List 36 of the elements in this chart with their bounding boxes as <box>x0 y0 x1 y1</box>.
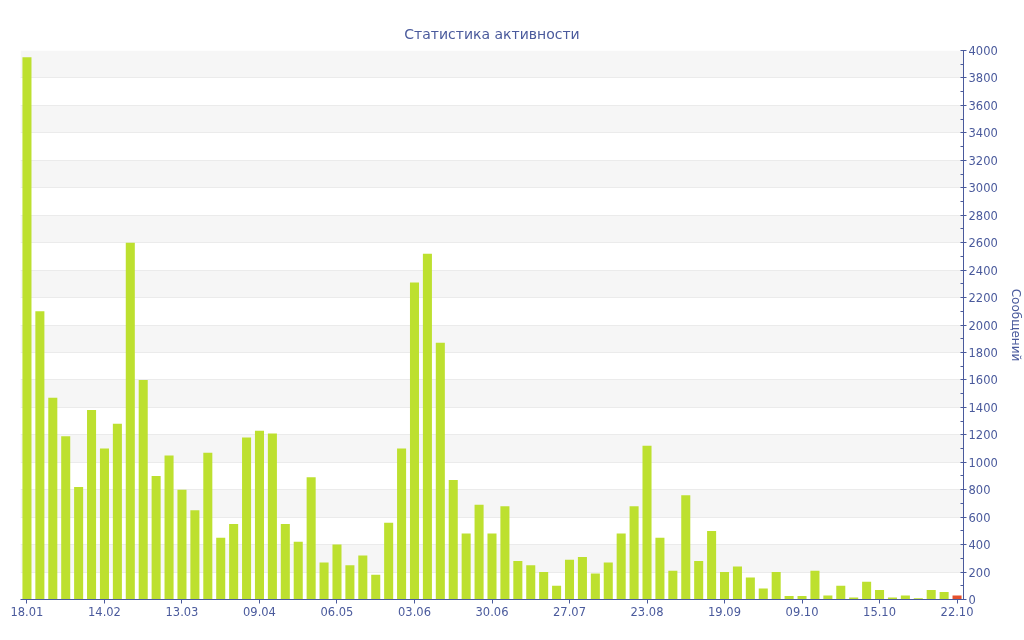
y-tick-label: 3000 <box>968 181 998 196</box>
y-tick-label: 4000 <box>968 44 998 58</box>
x-tick-label: 09.10 <box>785 604 819 619</box>
y-tick-label: 1600 <box>968 373 998 388</box>
x-tick-label: 23.08 <box>630 604 664 619</box>
y-tick-label: 400 <box>968 538 991 553</box>
x-tick-label: 15.10 <box>863 604 897 619</box>
y-tick-label: 3800 <box>968 71 998 86</box>
y-tick-label: 1000 <box>968 455 998 470</box>
x-tick-label: 06.05 <box>320 604 354 619</box>
y-tick-label: 800 <box>968 483 991 498</box>
x-tick-label: 18.01 <box>10 604 44 619</box>
y-tick-label: 200 <box>968 565 991 580</box>
y-tick-label: 2000 <box>968 318 998 333</box>
y-tick-label: 2400 <box>968 263 998 278</box>
y-tick-label: 3400 <box>968 126 998 141</box>
x-tick-label: 22.10 <box>940 604 974 619</box>
y-tick-label: 600 <box>968 510 991 525</box>
y-tick-label: 1400 <box>968 400 998 415</box>
x-tick-label: 27.07 <box>553 604 586 619</box>
y-tick-label: 1800 <box>968 345 998 360</box>
y-tick-label: 3600 <box>968 98 998 113</box>
y-axis-title: Сообщений <box>1008 288 1023 362</box>
y-tick-label: 2800 <box>968 208 998 223</box>
x-tick-label: 09.04 <box>243 604 276 619</box>
y-tick-label: 2200 <box>968 291 998 306</box>
x-tick-label: 30.06 <box>475 604 509 619</box>
x-tick-label: 19.09 <box>708 604 741 619</box>
x-tick-label: 14.02 <box>88 604 121 619</box>
x-tick-label: 13.03 <box>165 604 199 619</box>
y-tick-label: 3200 <box>968 153 998 168</box>
x-tick-label: 03.06 <box>398 604 431 619</box>
chart-title: Статистика активности <box>404 25 580 42</box>
y-tick-label: 1200 <box>968 428 998 443</box>
y-tick-label: 2600 <box>968 236 998 251</box>
y-tick-label: 0 <box>968 593 976 607</box>
